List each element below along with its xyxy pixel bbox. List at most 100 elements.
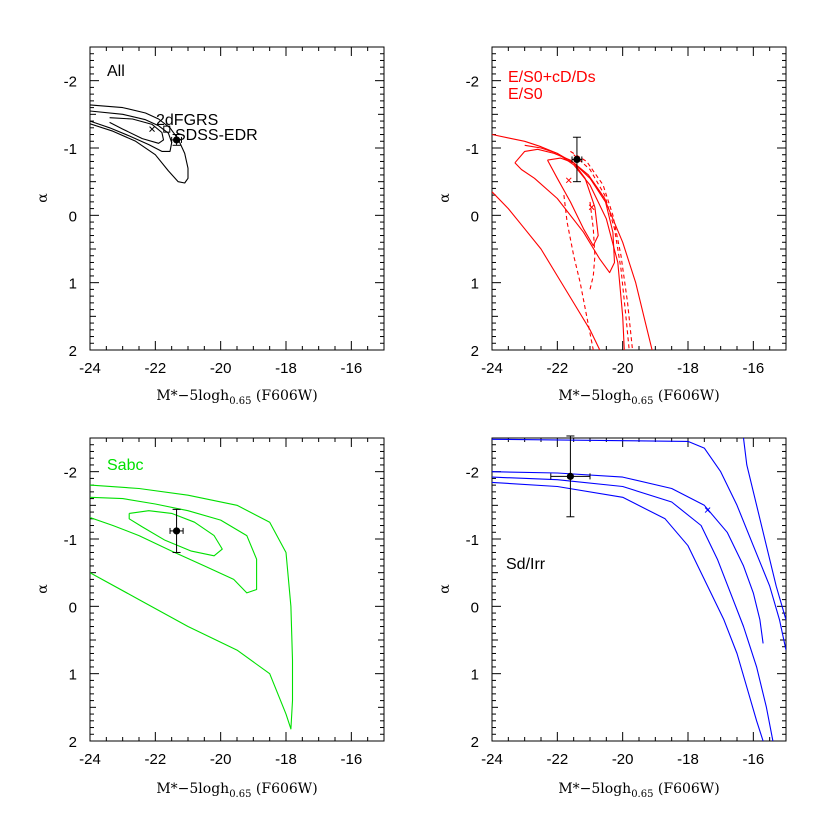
x-axis-label-suffix: (F606W) (653, 781, 719, 797)
x-tick-label: -18 (275, 751, 297, 768)
x-axis-label: M*−5logh0.65 (F606W) (558, 388, 719, 407)
x-tick-label: -16 (742, 751, 764, 768)
x-tick-label: -20 (210, 751, 232, 768)
contour-line (492, 476, 774, 741)
x-axis-label-sub: 0.65 (229, 789, 251, 800)
y-tick-label: 2 (69, 343, 77, 360)
best-fit-cross (588, 204, 595, 211)
x-axis-label-sub: 0.65 (631, 396, 653, 407)
x-tick-label: -22 (546, 360, 568, 377)
y-tick-label: 0 (69, 208, 77, 225)
x-axis-label-sub: 0.65 (631, 789, 653, 800)
contours (492, 438, 786, 741)
y-tick-label: -1 (64, 532, 77, 549)
x-tick-label: -16 (340, 751, 362, 768)
x-axis-label-main: M*−5logh (156, 781, 229, 797)
tick-labels: -24 -22 -20 -18 -16 -2 -1 0 1 2 (64, 465, 363, 768)
x-axis-label-main: M*−5logh (156, 388, 229, 404)
tick-labels: -24 -22 -20 -18 -16 -2 -1 0 1 2 (466, 74, 765, 377)
contour-line (492, 133, 653, 350)
x-tick-label: -20 (612, 751, 634, 768)
x-tick-label: -18 (275, 360, 297, 377)
legend-es0-cd: E/S0+cD/Ds (508, 69, 596, 86)
contour-line (514, 148, 616, 274)
panel-all: -24 -22 -20 -18 -16 -2 -1 0 1 2 All 2dFGRS SDSS-E… (35, 46, 385, 407)
contour-line (492, 481, 764, 741)
panel-label: Sabc (107, 457, 143, 474)
x-tick-label: -22 (144, 751, 166, 768)
data-point (171, 134, 182, 146)
y-tick-label: 0 (471, 599, 479, 616)
x-axis-label: M*−5logh0.65 (F606W) (558, 781, 719, 800)
contours (492, 133, 653, 350)
panel-sabc: -24 -22 -20 -18 -16 -2 -1 0 1 2 Sabc M*−5logh0.65… (35, 437, 385, 800)
y-tick-label: -2 (466, 74, 479, 91)
x-axis-label-main: M*−5logh (558, 781, 631, 797)
y-tick-label: 1 (471, 667, 479, 684)
data-point (571, 136, 583, 183)
y-tick-label: 1 (69, 276, 77, 293)
y-tick-label: 1 (471, 276, 479, 293)
point-marker (172, 136, 181, 144)
x-tick-label: -24 (79, 360, 101, 377)
contour-line (524, 144, 625, 350)
contour-line (128, 510, 223, 557)
x-tick-label: -24 (79, 751, 101, 768)
markers (149, 125, 182, 146)
x-tick-label: -16 (340, 360, 362, 377)
contour-line (547, 157, 599, 247)
x-tick-label: -18 (677, 360, 699, 377)
x-axis-label-suffix: (F606W) (251, 388, 317, 404)
plot-frame (89, 437, 385, 742)
markers (169, 508, 184, 553)
contour-line (563, 195, 594, 350)
x-tick-label: -20 (612, 360, 634, 377)
x-axis-label-suffix: (F606W) (251, 781, 317, 797)
x-tick-label: -16 (742, 360, 764, 377)
y-axis-label: α (437, 584, 453, 594)
y-tick-label: 2 (471, 343, 479, 360)
y-tick-label: -1 (466, 141, 479, 158)
contour-line (90, 484, 294, 730)
markers (565, 136, 595, 211)
x-tick-label: -22 (546, 751, 568, 768)
ticks (491, 437, 787, 742)
y-axis-label: α (35, 193, 51, 203)
panel-label: Sd/Irr (506, 556, 546, 573)
best-fit-cross (149, 126, 155, 133)
best-fit-cross (704, 507, 711, 513)
contour-line (90, 104, 189, 184)
markers (550, 435, 711, 518)
x-tick-label: -18 (677, 751, 699, 768)
x-tick-label: -20 (210, 360, 232, 377)
panel-label: All (107, 63, 125, 80)
x-tick-label: -24 (481, 751, 503, 768)
y-tick-label: 2 (69, 734, 77, 751)
open-square-marker (163, 125, 171, 133)
contour-line (90, 496, 258, 594)
ticks (89, 437, 385, 742)
contour-line (589, 201, 596, 290)
y-tick-label: -1 (64, 141, 77, 158)
x-tick-label: -24 (481, 360, 503, 377)
x-tick-label: -22 (144, 360, 166, 377)
panel-es0: -24 -22 -20 -18 -16 -2 -1 0 1 2 E/S0+cD/Ds E/S0 M… (437, 46, 787, 407)
y-tick-label: 0 (471, 208, 479, 225)
legend-es0: E/S0 (508, 86, 543, 103)
tick-labels: -24 -22 -20 -18 -16 -2 -1 0 1 2 (64, 74, 363, 377)
y-tick-label: 0 (69, 599, 77, 616)
y-axis-label: α (437, 193, 453, 203)
tick-labels: -24 -22 -20 -18 -16 -2 -1 0 1 2 (466, 465, 765, 768)
contour-line (570, 150, 634, 350)
annotation-sdss-edr: SDSS-EDR (175, 127, 258, 144)
contours (90, 484, 294, 730)
contour-line (492, 191, 601, 350)
data-point (550, 435, 591, 518)
x-axis-label-main: M*−5logh (558, 388, 631, 404)
contours (90, 104, 189, 184)
contour-line (90, 110, 173, 152)
y-tick-label: 1 (69, 667, 77, 684)
panel-sdirr: -24 -22 -20 -18 -16 -2 -1 0 1 2 Sd/Irr M*−5logh0.… (437, 435, 787, 800)
data-point (169, 508, 184, 553)
